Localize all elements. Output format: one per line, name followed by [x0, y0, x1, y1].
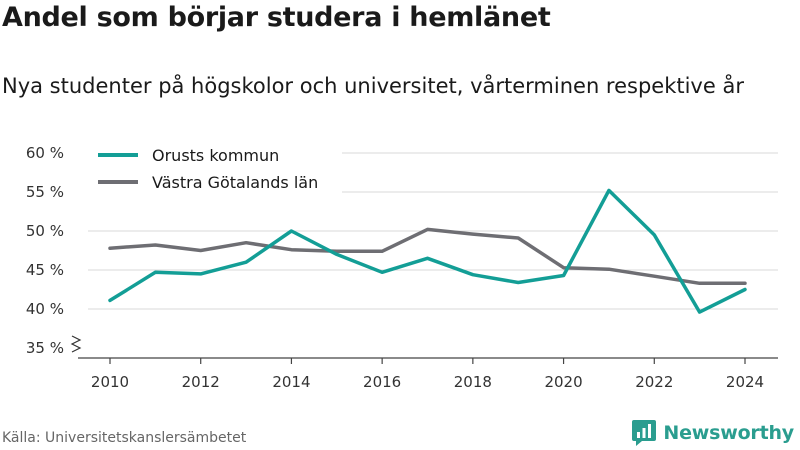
- y-tick-label-45: 45 %: [26, 261, 64, 279]
- series-line-orusts-kommun: [108, 188, 747, 314]
- y-tick-label-55: 55 %: [26, 183, 64, 201]
- y-tick-label-35: 35 %: [26, 339, 64, 357]
- legend-label-1: Västra Götalands län: [152, 173, 318, 192]
- newsworthy-logo-icon: [632, 420, 657, 446]
- brand-name: Newsworthy: [663, 422, 794, 444]
- y-tick-label-50: 50 %: [26, 222, 64, 240]
- legend-label-0: Orusts kommun: [152, 146, 279, 165]
- series-line-vastra-gotalands-lan: [108, 227, 747, 286]
- x-tick-label-2012: 2012: [182, 373, 220, 391]
- y-tick-label-60: 60 %: [26, 144, 64, 162]
- y-axis-break-icon: [70, 335, 82, 353]
- x-tick-label-2014: 2014: [272, 373, 310, 391]
- brand[interactable]: Newsworthy: [631, 419, 794, 447]
- legend: Orusts kommun Västra Götalands län: [86, 141, 342, 197]
- x-tick-label-2010: 2010: [91, 373, 129, 391]
- legend-background: [86, 141, 342, 197]
- y-axis-ticks: 35 % 40 % 45 % 50 % 55 % 60 %: [26, 144, 82, 357]
- x-tick-label-2020: 2020: [544, 373, 582, 391]
- x-tick-label-2022: 2022: [635, 373, 673, 391]
- x-tick-label-2016: 2016: [363, 373, 401, 391]
- x-axis-ticks: 2010 2012 2014 2016 2018 2020 2022 2024: [91, 358, 764, 391]
- x-tick-label-2018: 2018: [454, 373, 492, 391]
- source-note: Källa: Universitetskanslersämbetet: [2, 430, 247, 446]
- x-tick-label-2024: 2024: [726, 373, 764, 391]
- series-lines: [108, 188, 747, 314]
- y-tick-label-40: 40 %: [26, 300, 64, 318]
- chart-title: Andel som börjar studera i hemlänet: [2, 2, 551, 33]
- chart-subtitle: Nya studenter på högskolor och universit…: [2, 74, 744, 98]
